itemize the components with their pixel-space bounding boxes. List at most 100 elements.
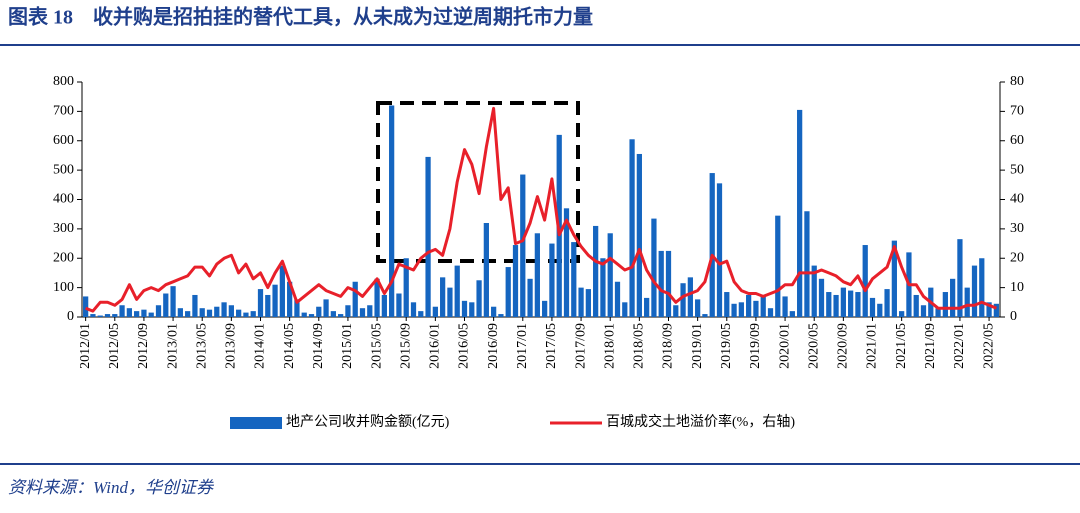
bar	[104, 314, 111, 317]
bar	[134, 311, 140, 317]
bar	[840, 287, 846, 317]
bar	[316, 306, 322, 317]
bar	[600, 258, 606, 317]
x-tick-label: 2016/01	[428, 323, 443, 369]
bar	[359, 308, 366, 317]
bar	[884, 289, 890, 317]
bar	[753, 300, 759, 317]
bar	[636, 153, 642, 317]
bar	[301, 312, 307, 317]
bar	[848, 290, 854, 317]
bar	[447, 287, 453, 317]
bar	[432, 306, 438, 317]
bar	[527, 278, 533, 317]
x-tick-label: 2020/09	[836, 323, 851, 369]
y2-tick-label: 30	[1010, 221, 1024, 236]
bar	[935, 308, 941, 317]
bar	[381, 294, 387, 317]
bar	[695, 299, 701, 317]
y-tick-label: 400	[53, 192, 74, 207]
bar	[396, 293, 402, 317]
bar	[279, 265, 285, 317]
bar	[403, 258, 409, 317]
legend-label: 百城成交土地溢价率(%，右轴)	[606, 413, 795, 430]
line	[85, 106, 997, 313]
bar	[214, 306, 220, 317]
bar	[899, 311, 905, 317]
bar	[826, 292, 832, 317]
x-tick-label: 2016/09	[486, 323, 501, 369]
bar	[163, 293, 169, 317]
x-tick-label: 2012/09	[136, 323, 151, 369]
bar	[673, 305, 679, 317]
x-tick-label: 2018/09	[661, 323, 676, 369]
bar	[716, 183, 723, 317]
bar	[272, 284, 278, 317]
bar	[709, 173, 715, 317]
bar	[221, 302, 227, 317]
bar	[738, 302, 744, 317]
y2-tick-label: 20	[1010, 250, 1024, 265]
y-tick-label: 0	[67, 309, 74, 324]
bar	[126, 308, 132, 317]
x-tick-label: 2014/09	[311, 323, 326, 369]
bottom-rule	[0, 463, 1080, 465]
bar	[993, 303, 999, 317]
bar	[534, 233, 540, 317]
bar	[265, 294, 271, 317]
bar	[950, 278, 956, 317]
bar	[243, 312, 249, 317]
bar	[461, 300, 468, 317]
y2-tick-label: 50	[1010, 162, 1024, 177]
bar	[811, 265, 817, 317]
bar	[775, 215, 781, 317]
bar	[287, 281, 293, 317]
bar	[177, 308, 183, 317]
bar	[913, 294, 919, 317]
bar	[731, 303, 737, 317]
bar	[942, 292, 948, 317]
bar	[622, 302, 628, 317]
bar	[644, 297, 650, 317]
x-tick-label: 2014/01	[253, 323, 268, 369]
bar	[236, 309, 242, 317]
bar	[651, 218, 657, 317]
y2-tick-label: 70	[1010, 104, 1024, 119]
chart-title: 图表 18 收并购是招拍挂的替代工具，从未成为过逆周期托市力量	[8, 5, 593, 29]
x-tick-label: 2017/05	[544, 323, 559, 369]
x-tick-label: 2021/05	[894, 323, 909, 369]
bar	[629, 139, 635, 317]
y-tick-label: 100	[53, 280, 74, 295]
x-tick-label: 2020/05	[806, 323, 821, 369]
highlight-box	[376, 101, 580, 263]
x-tick-label: 2017/01	[515, 323, 530, 369]
bar	[862, 245, 868, 317]
x-tick-label: 2013/05	[194, 323, 209, 369]
bar	[330, 311, 336, 317]
x-tick-label: 2014/05	[282, 323, 297, 369]
bar	[206, 309, 213, 317]
y-tick-label: 600	[53, 133, 74, 148]
bar	[257, 289, 264, 317]
bar	[665, 250, 672, 317]
y-tick-label: 200	[53, 250, 74, 265]
bar	[957, 239, 963, 317]
bar	[228, 305, 234, 317]
bar	[119, 305, 125, 317]
bar	[483, 223, 489, 317]
bar	[702, 314, 708, 317]
bar	[607, 233, 613, 317]
bar	[192, 294, 198, 317]
x-tick-label: 2013/01	[165, 323, 180, 369]
bar	[199, 308, 205, 317]
bar	[141, 309, 147, 317]
top-rule	[0, 44, 1080, 46]
x-tick-label: 2022/05	[981, 323, 996, 369]
y-tick-label: 800	[53, 74, 74, 89]
bar	[345, 305, 351, 317]
x-tick-label: 2012/01	[78, 323, 93, 369]
bar	[578, 287, 584, 317]
bar	[724, 292, 730, 317]
bar	[410, 302, 417, 317]
